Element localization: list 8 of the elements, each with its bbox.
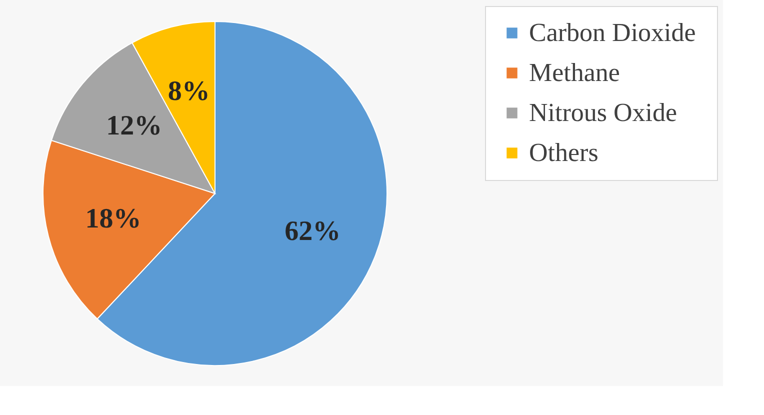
data-label: 62% bbox=[284, 216, 341, 248]
legend-label: Methane bbox=[529, 58, 620, 87]
data-label: 8% bbox=[168, 76, 210, 107]
data-label: 18% bbox=[85, 204, 142, 235]
legend-label: Carbon Dioxide bbox=[529, 18, 696, 47]
data-label: 12% bbox=[106, 110, 162, 142]
legend-label: Others bbox=[529, 138, 598, 167]
legend-label: Nitrous Oxide bbox=[529, 98, 678, 127]
